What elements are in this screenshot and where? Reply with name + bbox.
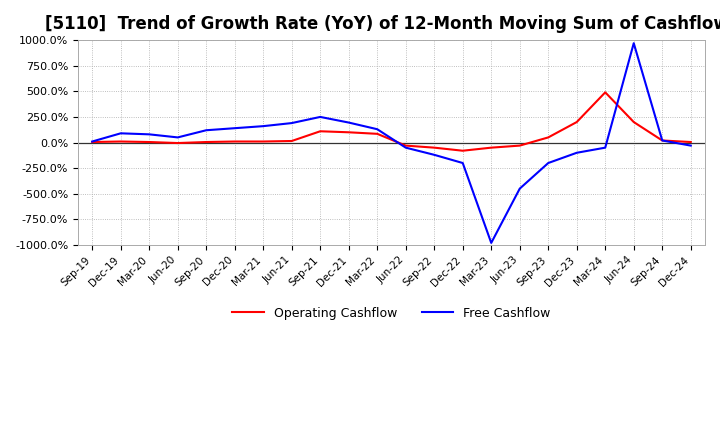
Free Cashflow — [373, 127, 382, 132]
Operating Cashflow — [686, 139, 695, 145]
Operating Cashflow — [629, 119, 638, 125]
Operating Cashflow — [544, 135, 552, 140]
Operating Cashflow — [402, 143, 410, 148]
Operating Cashflow — [259, 139, 268, 144]
Operating Cashflow — [230, 139, 239, 144]
Free Cashflow — [658, 138, 667, 143]
Operating Cashflow — [117, 139, 125, 144]
Free Cashflow — [174, 135, 182, 140]
Operating Cashflow — [88, 139, 96, 145]
Operating Cashflow — [174, 140, 182, 146]
Operating Cashflow — [145, 139, 153, 145]
Operating Cashflow — [373, 131, 382, 136]
Free Cashflow — [287, 121, 296, 126]
Free Cashflow — [259, 124, 268, 129]
Legend: Operating Cashflow, Free Cashflow: Operating Cashflow, Free Cashflow — [228, 302, 556, 325]
Free Cashflow — [145, 132, 153, 137]
Line: Free Cashflow: Free Cashflow — [92, 43, 690, 243]
Free Cashflow — [202, 128, 210, 133]
Operating Cashflow — [287, 138, 296, 143]
Free Cashflow — [544, 160, 552, 165]
Free Cashflow — [516, 186, 524, 191]
Free Cashflow — [117, 131, 125, 136]
Operating Cashflow — [459, 148, 467, 154]
Operating Cashflow — [572, 119, 581, 125]
Operating Cashflow — [516, 143, 524, 148]
Free Cashflow — [88, 139, 96, 144]
Free Cashflow — [230, 125, 239, 131]
Line: Operating Cashflow: Operating Cashflow — [92, 92, 690, 151]
Free Cashflow — [316, 114, 325, 120]
Free Cashflow — [601, 145, 610, 150]
Free Cashflow — [487, 240, 495, 246]
Free Cashflow — [686, 143, 695, 148]
Operating Cashflow — [202, 139, 210, 145]
Operating Cashflow — [344, 130, 353, 135]
Operating Cashflow — [658, 138, 667, 143]
Free Cashflow — [572, 150, 581, 155]
Title: [5110]  Trend of Growth Rate (YoY) of 12-Month Moving Sum of Cashflows: [5110] Trend of Growth Rate (YoY) of 12-… — [45, 15, 720, 33]
Free Cashflow — [402, 145, 410, 150]
Free Cashflow — [629, 40, 638, 46]
Operating Cashflow — [601, 90, 610, 95]
Operating Cashflow — [487, 145, 495, 150]
Operating Cashflow — [430, 145, 438, 150]
Operating Cashflow — [316, 128, 325, 134]
Free Cashflow — [459, 160, 467, 165]
Free Cashflow — [430, 152, 438, 158]
Free Cashflow — [344, 120, 353, 125]
